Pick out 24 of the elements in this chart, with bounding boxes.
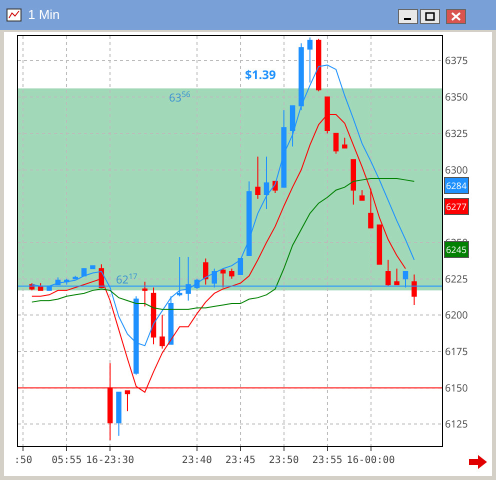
x-tick-label: 23:45 <box>225 455 256 466</box>
y-tick-label: 6350 <box>445 90 468 104</box>
y-tick-label: 6175 <box>445 344 468 358</box>
y-tick-label: 6225 <box>445 271 468 286</box>
x-tick-label: 23:40 <box>182 455 212 466</box>
x-tick-label: 05:55 <box>52 455 82 466</box>
annotation: 62$^{17}$ <box>116 272 138 288</box>
x-tick-label: 16-00:00 <box>346 455 395 466</box>
y-tick-label: 6150 <box>445 380 468 394</box>
x-tick-label: :50 <box>14 455 32 466</box>
chart-title: 1 Min <box>28 7 60 22</box>
annotation: 63$^{56}$ <box>169 90 191 106</box>
y-tick-label: 6200 <box>445 308 468 322</box>
y-tick-label: 6375 <box>445 53 468 68</box>
x-tick-label: 23:50 <box>268 455 299 466</box>
y-tick-label: 6325 <box>445 126 468 140</box>
y-tick-label: 6300 <box>445 162 468 176</box>
x-tick-label: 23:55 <box>312 455 342 466</box>
x-tick-label: 16-23:30 <box>86 455 134 466</box>
text: 6245 <box>446 243 467 256</box>
text: 6277 <box>446 200 467 213</box>
annotation: $1.39 <box>245 66 276 83</box>
text: 6284 <box>446 179 467 192</box>
y-tick-label: 6125 <box>445 416 468 431</box>
